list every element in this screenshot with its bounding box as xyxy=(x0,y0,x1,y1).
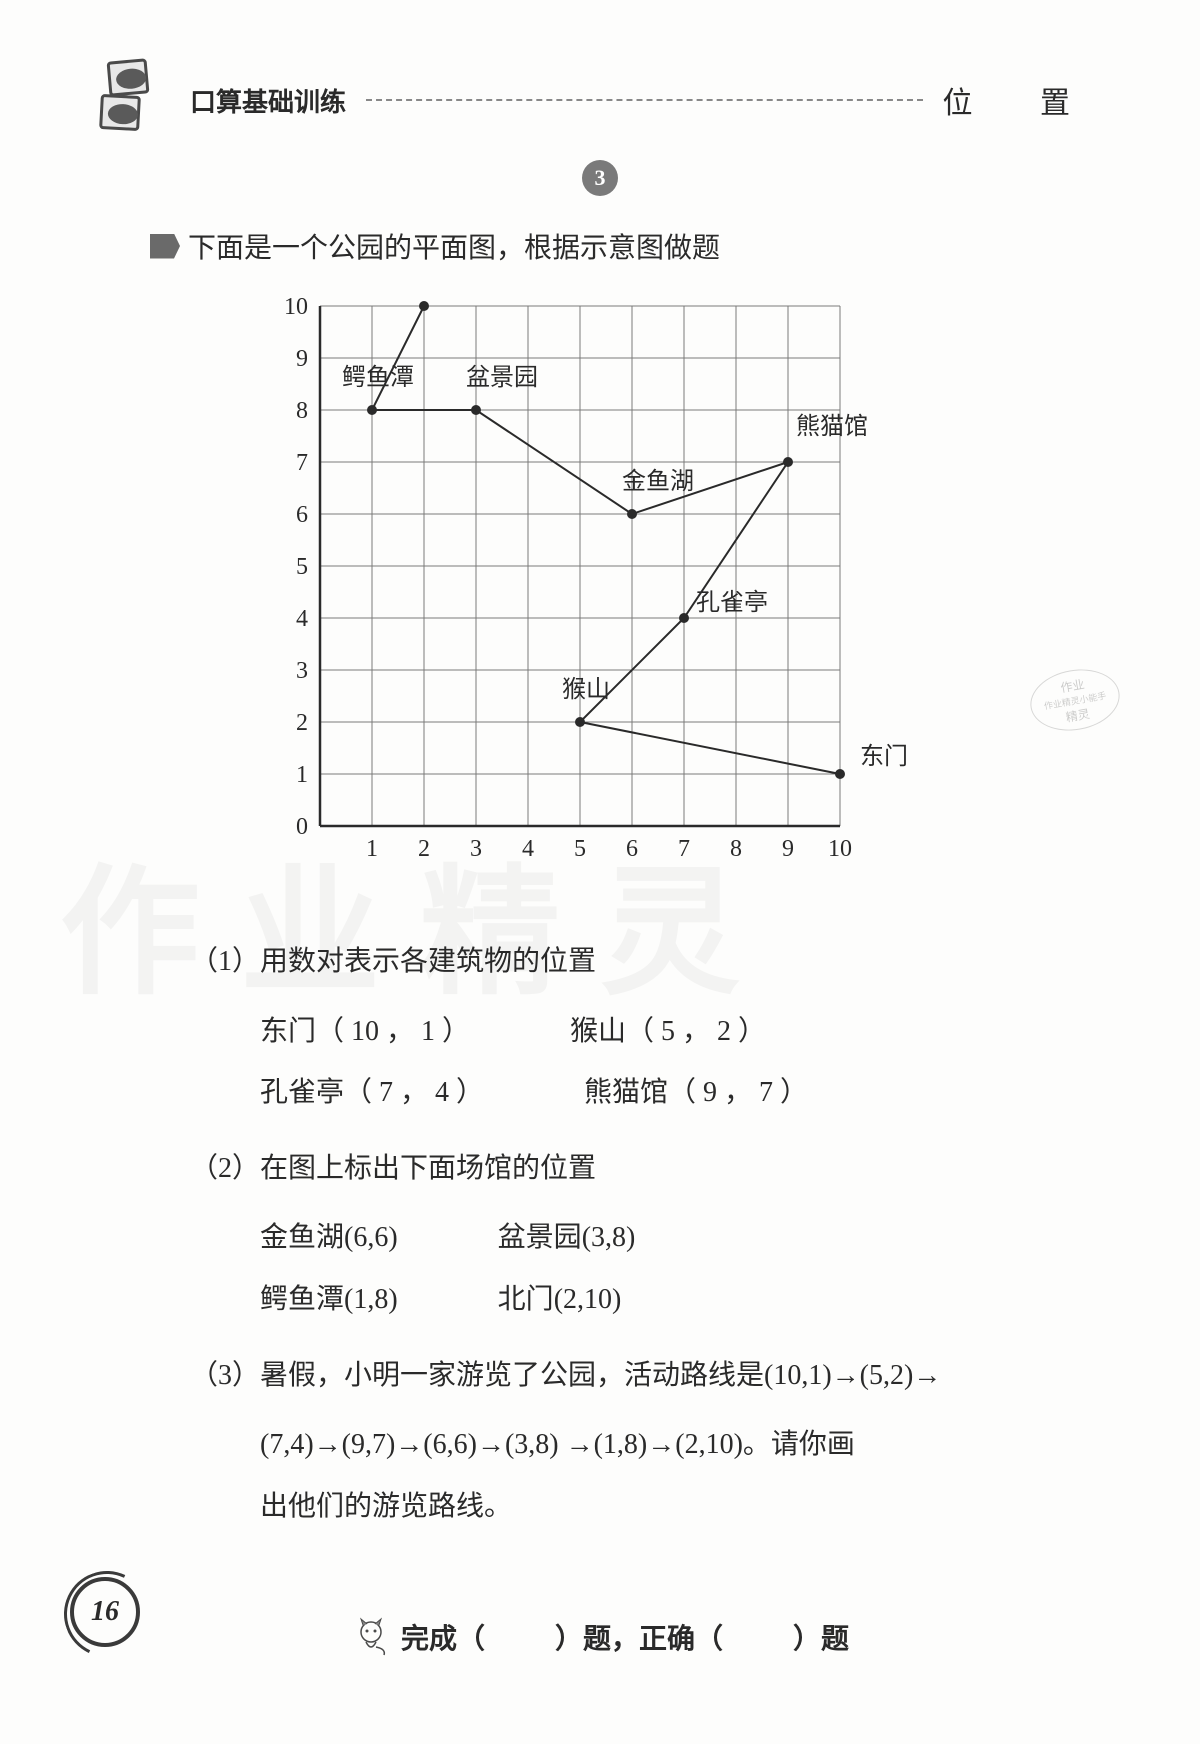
q1-prompt: 用数对表示各建筑物的位置 xyxy=(260,931,596,993)
header-title: 口算基础训练 xyxy=(190,82,346,119)
questions-block: （1） 用数对表示各建筑物的位置 东门（ 10 ， 1 ） 猴山（ 5 ， 2 … xyxy=(190,931,1100,1537)
svg-text:孔雀亭: 孔雀亭 xyxy=(696,589,768,616)
svg-text:金鱼湖: 金鱼湖 xyxy=(622,468,694,495)
svg-text:9: 9 xyxy=(782,836,794,862)
svg-text:10: 10 xyxy=(828,836,852,862)
footer-mid: ）题，正确（ xyxy=(555,1617,723,1657)
svg-text:盆景园: 盆景园 xyxy=(466,364,538,391)
header-divider xyxy=(366,99,922,101)
svg-text:7: 7 xyxy=(296,450,308,476)
svg-text:东门: 东门 xyxy=(860,743,908,770)
footer-end: ）题 xyxy=(793,1617,849,1657)
svg-text:10: 10 xyxy=(284,294,308,320)
q3-line3: 出他们的游览路线。 xyxy=(260,1476,1100,1538)
svg-text:8: 8 xyxy=(730,836,742,862)
q2-ans-goldfish: 金鱼湖(6,6) xyxy=(260,1207,398,1269)
svg-text:6: 6 xyxy=(626,836,638,862)
q1-ans-east: 东门（ 10 ， 1 ） xyxy=(260,1001,470,1063)
svg-text:9: 9 xyxy=(296,346,308,372)
svg-text:5: 5 xyxy=(296,554,308,580)
q3-line2: (7,4)→(9,7)→(6,6)→(3,8) →(1,8)→(2,10)。请你… xyxy=(260,1414,1100,1476)
svg-text:5: 5 xyxy=(574,836,586,862)
instruction: 下面是一个公园的平面图，根据示意图做题 xyxy=(150,226,1100,266)
q3-line1: 暑假，小明一家游览了公园，活动路线是(10,1)→(5,2)→ xyxy=(260,1345,941,1407)
svg-text:7: 7 xyxy=(678,836,690,862)
q1-num: （1） xyxy=(190,931,260,993)
svg-text:8: 8 xyxy=(296,398,308,424)
q3-num: （3） xyxy=(190,1345,260,1407)
svg-text:6: 6 xyxy=(296,502,308,528)
svg-text:熊猫馆: 熊猫馆 xyxy=(796,413,868,440)
q2-ans-north: 北门(2,10) xyxy=(498,1269,622,1331)
q1-ans-monkey: 猴山（ 5 ， 2 ） xyxy=(570,1001,766,1063)
park-map-chart: 1 2 3 4 5 6 7 8 9 10 0 1 2 3 4 5 6 7 8 9 10 东门 猴山 孔雀亭 熊猫馆金鱼湖 盆景园 鳄… xyxy=(280,286,1100,891)
q2-num: （2） xyxy=(190,1138,260,1200)
svg-text:2: 2 xyxy=(296,710,308,736)
svg-text:1: 1 xyxy=(366,836,378,862)
svg-text:0: 0 xyxy=(296,814,308,840)
pointer-icon xyxy=(150,234,180,259)
cat-icon xyxy=(351,1617,391,1657)
q2-ans-crocodile: 鳄鱼潭(1,8) xyxy=(260,1269,398,1331)
q1-ans-peacock: 孔雀亭（ 7 ， 4 ） xyxy=(260,1062,484,1124)
svg-text:猴山: 猴山 xyxy=(562,676,610,703)
q2-prompt: 在图上标出下面场馆的位置 xyxy=(260,1138,596,1200)
svg-text:鳄鱼潭: 鳄鱼潭 xyxy=(342,364,414,391)
svg-text:2: 2 xyxy=(418,836,430,862)
svg-text:3: 3 xyxy=(470,836,482,862)
page-header: 口算基础训练 位 置 xyxy=(100,60,1100,140)
svg-text:3: 3 xyxy=(296,658,308,684)
logo-icon xyxy=(100,60,170,140)
footer: 完成（ ）题，正确（ ）题 xyxy=(100,1617,1100,1657)
q2-ans-bonsai: 盆景园(3,8) xyxy=(498,1207,636,1269)
q1-ans-panda: 熊猫馆（ 9 ， 7 ） xyxy=(584,1062,808,1124)
footer-complete: 完成（ xyxy=(401,1617,485,1657)
svg-text:4: 4 xyxy=(522,836,534,862)
header-chapter: 位 置 xyxy=(943,78,1101,122)
section-badge: 3 xyxy=(582,160,618,196)
svg-text:4: 4 xyxy=(296,606,308,632)
svg-text:1: 1 xyxy=(296,762,308,788)
page-number: 16 xyxy=(70,1577,140,1647)
instruction-text: 下面是一个公园的平面图，根据示意图做题 xyxy=(188,226,720,266)
